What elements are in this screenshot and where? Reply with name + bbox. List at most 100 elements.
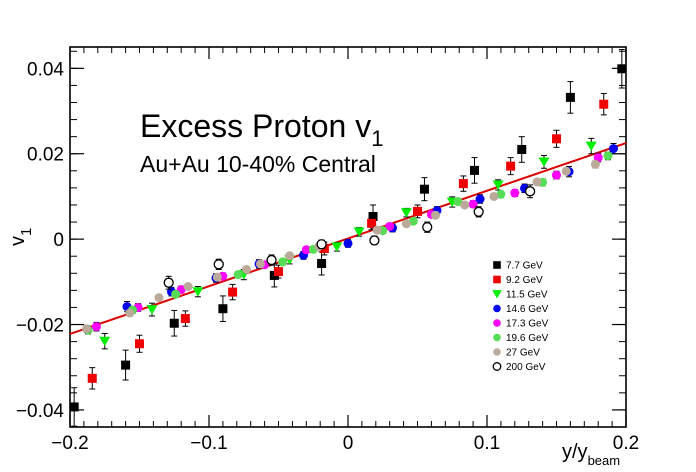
data-point — [385, 221, 395, 231]
legend-marker — [493, 275, 501, 284]
y-tick-label: −0.04 — [16, 401, 65, 422]
data-point — [367, 218, 377, 228]
data-point — [87, 373, 97, 383]
data-point — [135, 339, 144, 349]
data-point — [183, 282, 193, 292]
legend-marker — [493, 319, 501, 327]
data-point — [561, 166, 571, 176]
legend: 7.7 GeV 9.2 GeV 11.5 GeV 14.6 GeV 17.3 GeV 19… — [492, 261, 549, 373]
y-tick-label: 0.02 — [27, 145, 64, 166]
data-point — [517, 144, 527, 154]
data-point — [180, 314, 190, 324]
data-point — [369, 235, 380, 246]
data-point — [408, 216, 418, 226]
data-point — [492, 180, 504, 190]
data-point — [506, 161, 516, 171]
data-point — [121, 360, 131, 370]
series-9.2-gev — [87, 93, 609, 390]
chart-subtitle: Au+Au 10-40% Central — [140, 151, 376, 177]
y-axis-title: v1 — [7, 228, 35, 246]
data-point — [475, 194, 485, 204]
series-200-gev — [163, 184, 536, 290]
data-point — [255, 259, 265, 269]
data-point — [163, 277, 174, 288]
legend-label: 200 GeV — [506, 362, 546, 373]
data-point — [458, 179, 468, 189]
y-tick-label: −0.02 — [16, 316, 64, 337]
legend-label: 7.7 GeV — [506, 261, 543, 272]
data-point — [413, 206, 422, 216]
data-point — [599, 99, 609, 109]
y-axis-title-subscript: 1 — [18, 228, 35, 236]
data-point — [343, 238, 353, 248]
data-point — [617, 64, 627, 74]
x-axis-title-subscript: beam — [588, 453, 621, 468]
data-point — [301, 245, 311, 255]
data-point — [169, 318, 179, 328]
data-point — [146, 305, 158, 315]
data-point — [552, 134, 561, 144]
data-point — [212, 272, 222, 282]
chart-title-subscript: 1 — [371, 126, 383, 151]
legend-label: 27 GeV — [506, 348, 540, 359]
data-points — [69, 49, 627, 427]
data-point — [460, 200, 470, 210]
data-point — [69, 402, 79, 412]
data-point — [372, 225, 382, 235]
data-point — [552, 170, 561, 180]
y-tick-label: 0.04 — [27, 59, 64, 80]
data-point — [469, 165, 479, 175]
data-point — [274, 267, 283, 277]
x-axis-title-text: y/y — [562, 441, 588, 463]
data-point — [213, 259, 224, 270]
legend-label: 17.3 GeV — [506, 319, 549, 330]
legend-label: 19.6 GeV — [506, 333, 549, 344]
series-27-gev — [82, 159, 600, 334]
data-point — [242, 264, 252, 274]
data-point — [233, 270, 243, 280]
data-point — [171, 289, 181, 299]
x-tick-label: 0.1 — [474, 433, 500, 454]
data-point — [453, 197, 463, 207]
data-point — [590, 159, 600, 169]
data-point — [419, 184, 429, 194]
data-point — [331, 242, 343, 252]
chart-title-text: Excess Proton v — [140, 108, 371, 144]
data-point — [400, 208, 412, 218]
axes: −0.2 −0.1 0 0.1 0.2 −0.04 −0.02 0 0.02 0.04 — [16, 47, 639, 454]
legend-label: 11.5 GeV — [506, 290, 548, 301]
legend-marker — [493, 348, 501, 356]
x-tick-label: −0.1 — [190, 433, 228, 454]
data-point — [585, 141, 597, 152]
legend-marker — [492, 362, 502, 371]
data-point — [192, 287, 204, 297]
data-point — [473, 206, 484, 217]
data-point — [496, 189, 506, 199]
data-point — [266, 254, 277, 266]
legend-marker — [493, 304, 501, 313]
x-tick-label: −0.2 — [51, 433, 89, 454]
data-point — [316, 239, 327, 250]
data-point — [608, 144, 618, 154]
data-point — [317, 258, 327, 268]
data-point — [538, 157, 550, 167]
data-point — [510, 188, 520, 198]
legend-marker — [492, 290, 502, 299]
data-point — [99, 336, 111, 347]
data-point — [603, 151, 613, 161]
data-point — [565, 92, 575, 102]
data-point — [468, 199, 478, 209]
data-point — [91, 322, 101, 332]
data-point — [228, 287, 238, 297]
data-point — [278, 257, 288, 267]
x-tick-label: 0 — [343, 433, 354, 454]
data-point — [154, 293, 164, 303]
data-point — [82, 324, 92, 334]
data-point — [353, 227, 365, 237]
data-point — [532, 177, 542, 187]
legend-marker — [493, 261, 501, 269]
legend-label: 9.2 GeV — [506, 275, 543, 286]
y-tick-label: 0 — [53, 230, 64, 251]
